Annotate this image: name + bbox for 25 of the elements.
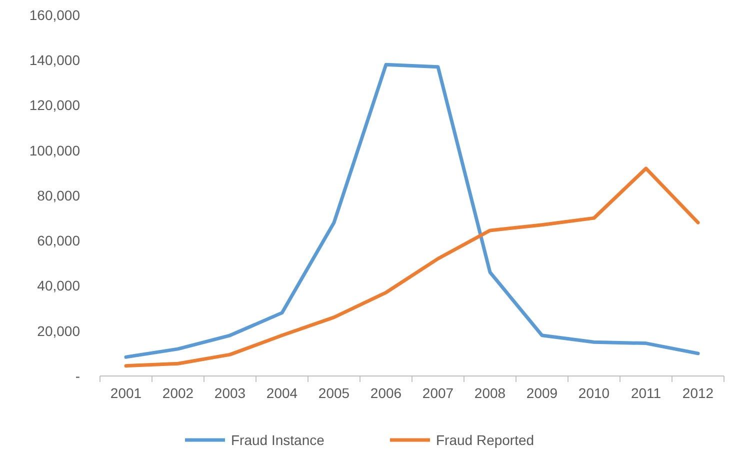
x-tick-label: 2009 [526,385,558,401]
x-tick-label: 2012 [682,385,714,401]
x-tick-label: 2005 [318,385,350,401]
y-tick-label: 60,000 [37,232,80,249]
x-tick-label: 2003 [214,385,246,401]
line-series [124,62,700,359]
y-tick-label: 40,000 [37,278,80,294]
line-series [124,166,700,368]
y-tick-label: 20,000 [37,322,80,339]
y-tick-label: 100,000 [29,142,80,158]
x-tick-label: 2002 [162,385,194,401]
x-tick-label: 2004 [266,385,298,401]
legend-label: Fraud Reported [436,432,534,448]
x-tick-label: 2011 [630,385,662,401]
x-tick-label: 2006 [370,385,402,401]
y-tick-label: - [75,368,80,384]
x-tick-label: 2001 [110,385,142,401]
y-tick-label: 140,000 [29,52,80,68]
y-tick-label: 80,000 [37,187,80,204]
x-tick-label: 2008 [474,385,506,401]
y-tick-label: 120,000 [29,97,80,114]
x-tick-label: 2010 [578,385,610,401]
x-tick-label: 2007 [422,385,454,401]
legend-label: Fraud Instance [231,432,325,448]
y-tick-label: 160,000 [29,6,80,23]
